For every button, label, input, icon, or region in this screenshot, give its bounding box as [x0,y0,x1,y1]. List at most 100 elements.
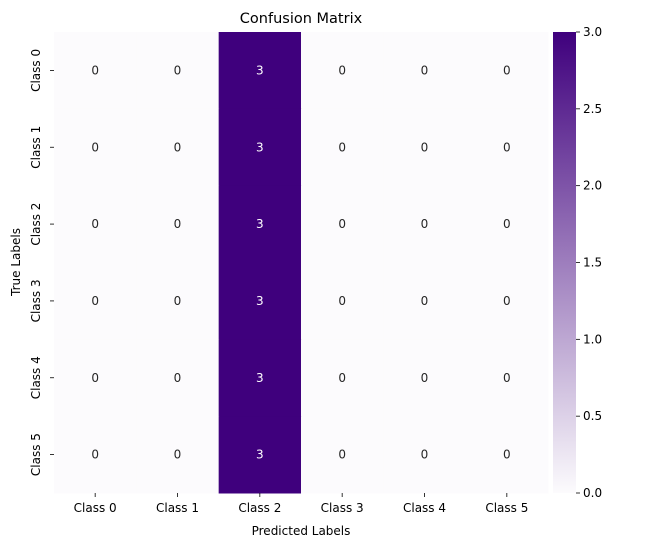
colorbar-tick-label: 3.0 [583,25,602,39]
cell-value-label: 0 [91,217,99,231]
cell-value-label: 0 [421,217,429,231]
y-tick-label: Class 0 [29,49,43,92]
cell-value-label: 0 [503,140,511,154]
heatmap-cell [465,416,549,494]
cell-value-label: 0 [338,63,346,77]
cell-value-label: 0 [503,217,511,231]
heatmap-cell [218,262,302,340]
heatmap-cells [54,32,549,494]
x-tick-label: Class 0 [74,501,117,515]
x-axis-label: Predicted Labels [252,524,351,538]
heatmap-cell [54,108,137,187]
heatmap-cell [301,339,384,417]
cell-value-label: 0 [91,294,99,308]
heatmap-cell [218,108,302,187]
x-tick-label: Class 1 [156,501,199,515]
heatmap-cell [136,339,220,417]
cell-value-label: 0 [174,140,182,154]
cell-value-label: 3 [256,63,264,77]
cell-value-label: 0 [503,294,511,308]
heatmap-cell [136,32,220,110]
heatmap-cell [383,185,467,263]
y-tick-label: Class 5 [29,433,43,476]
heatmap-cell [301,262,384,340]
colorbar-tick-label: 1.5 [583,256,602,270]
cell-value-label: 0 [338,294,346,308]
heatmap-cell [301,185,384,263]
heatmap-cell [54,262,137,340]
cell-value-label: 0 [421,371,429,385]
y-tick-label: Class 4 [29,356,43,399]
cell-value-label: 0 [338,448,346,462]
cell-value-label: 3 [256,217,264,231]
cell-value-label: 0 [338,371,346,385]
heatmap-cell [218,416,302,494]
cell-value-label: 0 [174,217,182,231]
y-axis-ticks: Class 0 Class 1 Class 2 Class 3 Class 4 Class… [29,49,54,476]
cell-value-label: 0 [338,140,346,154]
colorbar-tick-label: 2.5 [583,102,602,116]
y-tick-label: Class 1 [29,126,43,169]
x-tick-label: Class 3 [321,501,364,515]
cell-value-label: 0 [91,140,99,154]
x-tick-label: Class 2 [238,501,281,515]
y-axis-label: True Labels [9,228,23,297]
colorbar-tick-label: 0.5 [583,409,602,423]
cell-value-label: 0 [421,140,429,154]
cell-value-label: 0 [503,448,511,462]
chart-title: Confusion Matrix [240,11,363,27]
heatmap-cell [136,416,220,494]
colorbar-tick-label: 0.0 [583,486,602,500]
heatmap-cell [465,262,549,340]
heatmap-cell [383,262,467,340]
heatmap-cell [465,339,549,417]
cell-value-label: 0 [174,63,182,77]
heatmap-cell [465,108,549,187]
colorbar [553,32,576,493]
cell-value-label: 0 [91,63,99,77]
y-tick-label: Class 3 [29,279,43,322]
heatmap-cell [465,185,549,263]
cell-value-label: 0 [174,448,182,462]
cell-value-label: 0 [338,217,346,231]
heatmap-cell [136,262,220,340]
heatmap-cell [136,185,220,263]
heatmap-cell [383,32,467,110]
cell-value-label: 0 [503,371,511,385]
heatmap-cell [218,339,302,417]
cell-value-label: 0 [91,448,99,462]
heatmap-cell [218,185,302,263]
cell-value-label: 0 [503,63,511,77]
cell-value-label: 0 [174,294,182,308]
cell-value-label: 3 [256,371,264,385]
cell-labels: 0 0 3 0 0 0 0 0 3 0 0 0 0 0 3 0 0 0 0 0 3 0 0 0 0 0 3 0 0 0 0 0 3 0 0 0 [91,63,510,461]
colorbar-tick-label: 2.0 [583,179,602,193]
heatmap-cell [301,108,384,187]
cell-value-label: 0 [421,294,429,308]
cell-value-label: 0 [421,63,429,77]
y-tick-label: Class 2 [29,203,43,246]
heatmap-cell [383,416,467,494]
heatmap-cell [218,32,302,110]
heatmap-cell [465,32,549,110]
heatmap-cell [136,108,220,187]
heatmap-cell [54,32,137,110]
heatmap-cell [54,339,137,417]
cell-value-label: 0 [421,448,429,462]
x-tick-label: Class 5 [485,501,528,515]
cell-value-label: 3 [256,448,264,462]
heatmap-cell [383,339,467,417]
x-tick-label: Class 4 [403,501,446,515]
colorbar-tick-label: 1.0 [583,332,602,346]
heatmap-cell [383,108,467,187]
heatmap-cell [54,185,137,263]
cell-value-label: 0 [91,371,99,385]
cell-value-label: 3 [256,294,264,308]
heatmap-cell [54,416,137,494]
colorbar-ticks: 0.0 0.5 1.0 1.5 2.0 2.5 3.0 [576,25,602,500]
heatmap-cell [301,416,384,494]
cell-value-label: 0 [174,371,182,385]
heatmap-cell [301,32,384,110]
